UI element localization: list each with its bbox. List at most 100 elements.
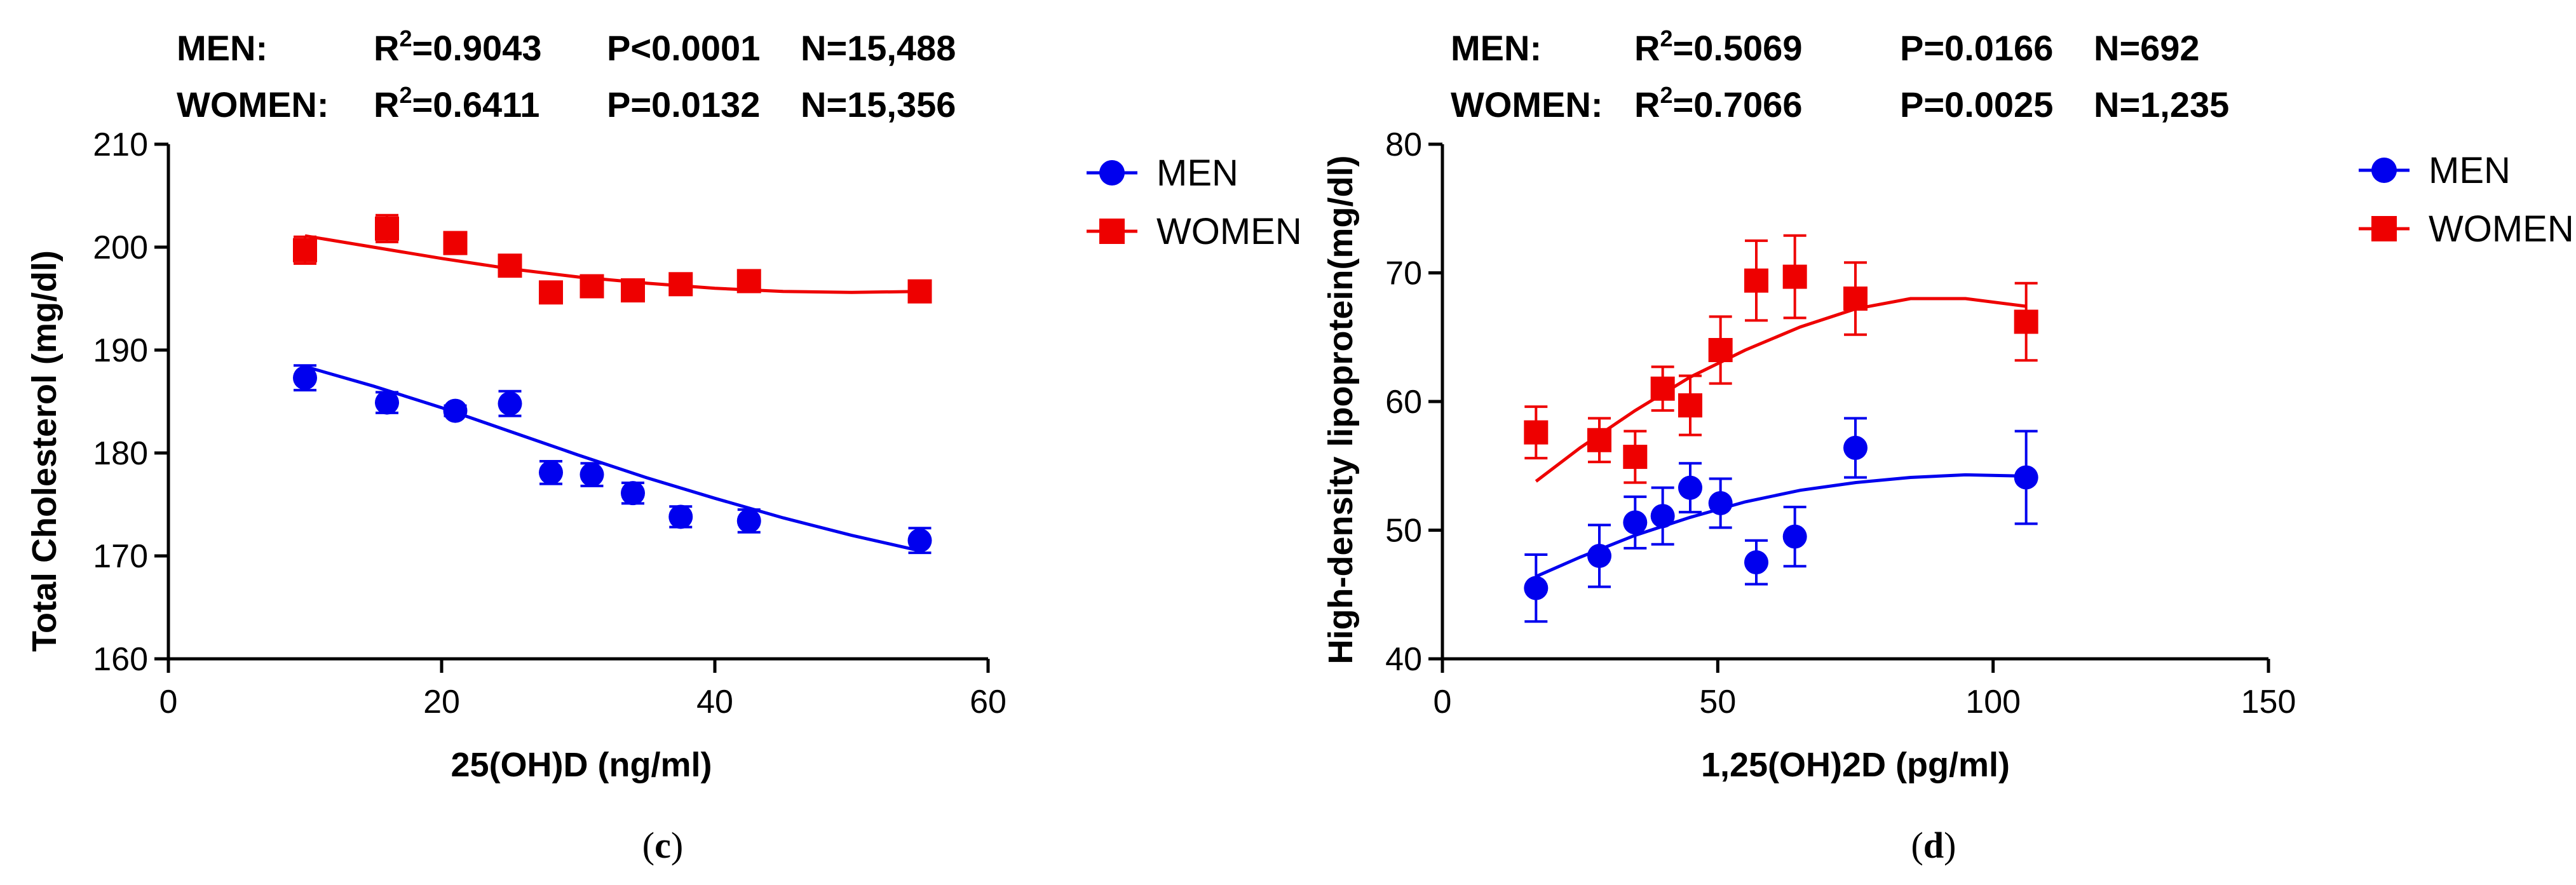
data-point-women	[1782, 264, 1807, 289]
stats-women-p: P=0.0025	[1900, 84, 2053, 125]
stats-men-group: MEN:	[1451, 28, 1542, 68]
data-point-women	[621, 278, 645, 303]
fit-line-men	[304, 365, 921, 553]
stats-women-n: N=15,356	[801, 84, 956, 125]
data-point-men	[1782, 524, 1807, 549]
legend-marker	[1099, 219, 1125, 244]
data-point-men	[1843, 435, 1868, 460]
axes: 40 50 60 70 80 0 50 100 150	[1385, 126, 2296, 720]
x-tick-label: 100	[1965, 684, 2021, 720]
fit-lines	[304, 234, 921, 553]
x-tick-label: 50	[1699, 684, 1736, 720]
y-axis-title: High-density lipoprotein(mg/dl)	[1322, 156, 1360, 665]
data-point-women	[1708, 338, 1733, 362]
data-point-men	[668, 504, 693, 529]
y-tick-label: 170	[93, 538, 148, 575]
x-tick-label: 60	[970, 684, 1007, 720]
data-point-men	[736, 508, 761, 533]
stats-women-group: WOMEN:	[1451, 84, 1603, 125]
data-point-men	[1623, 510, 1648, 535]
data-point-women	[375, 216, 399, 241]
panel-letter: c	[654, 825, 671, 866]
data-point-women	[293, 238, 317, 262]
legend-label: MEN	[2429, 150, 2511, 191]
stats-women-p: P=0.0132	[607, 84, 760, 125]
stats-women-r2-value: =0.7066	[1672, 84, 1802, 125]
legend-label: WOMEN	[1156, 211, 1302, 252]
legend: MEN WOMEN	[1087, 152, 1302, 252]
data-point-men	[1650, 504, 1675, 529]
data-point-women	[1623, 445, 1648, 470]
data-point-women	[2014, 309, 2038, 334]
data-point-women	[539, 280, 563, 305]
y-tick-label: 190	[93, 332, 148, 369]
stats-women-r2-value: =0.6411	[412, 84, 539, 125]
stats-men-group: MEN:	[177, 28, 268, 68]
stats-women-n: N=1,235	[2094, 84, 2229, 125]
legend-item-men: MEN	[2359, 150, 2511, 191]
legend: MEN WOMEN	[2359, 150, 2574, 250]
stats-men-r2: R2=0.5069	[1634, 25, 1802, 68]
data-point-men	[443, 398, 468, 423]
x-tick-label: 150	[2241, 684, 2296, 720]
data-point-women	[1587, 428, 1611, 452]
data-point-men	[1678, 475, 1702, 500]
panel-d: MEN: R2=0.5069 P=0.0166 N=692 WOMEN: R2=…	[1322, 25, 2574, 866]
data-point-men	[621, 481, 645, 506]
data-point-men	[1708, 490, 1733, 515]
stats-men-n: N=15,488	[801, 28, 956, 68]
panel-caption: (d)	[1911, 825, 1956, 866]
stats-men-p: P=0.0166	[1900, 28, 2053, 68]
legend-label: MEN	[1156, 152, 1238, 194]
x-axis-title: 1,25(OH)2D (pg/ml)	[1701, 746, 2010, 784]
y-tick-label: 60	[1385, 384, 1422, 421]
stats-men-r2: R2=0.9043	[374, 25, 541, 68]
data-point-men	[293, 365, 317, 390]
stats-men-r2-value: =0.5069	[1672, 28, 1802, 68]
fit-line-men	[1535, 473, 2026, 578]
data-point-men	[1744, 550, 1768, 575]
data-point-women	[1678, 393, 1702, 418]
x-tick-label: 20	[423, 684, 460, 720]
data-points	[293, 213, 932, 555]
data-point-women	[1524, 420, 1549, 445]
fit-line-women	[304, 234, 920, 294]
y-tick-label: 210	[93, 126, 148, 163]
stats-block: MEN: R2=0.5069 P=0.0166 N=692 WOMEN: R2=…	[1451, 25, 2229, 125]
legend-item-women: WOMEN	[2359, 208, 2574, 250]
data-point-men	[498, 391, 522, 416]
stats-block: MEN: R2=0.9043 P<0.0001 N=15,488 WOMEN: …	[177, 25, 956, 125]
x-axis-title: 25(OH)D (ng/ml)	[451, 746, 712, 784]
panel-c: MEN: R2=0.9043 P<0.0001 N=15,488 WOMEN: …	[25, 25, 1302, 866]
y-tick-label: 50	[1385, 513, 1422, 550]
data-points	[1524, 234, 2038, 623]
data-point-men	[1524, 576, 1549, 600]
y-tick-label: 80	[1385, 126, 1422, 163]
y-tick-label: 70	[1385, 255, 1422, 292]
data-point-women	[580, 274, 604, 299]
y-tick-label: 40	[1385, 641, 1422, 678]
axes: 160 170 180 190 200 210 0 20 40 60	[93, 126, 1007, 720]
legend-label: WOMEN	[2429, 208, 2574, 250]
legend-marker	[2371, 158, 2397, 183]
x-tick-label: 0	[159, 684, 178, 720]
data-point-men	[539, 460, 563, 485]
stats-men-n: N=692	[2094, 28, 2200, 68]
data-point-women	[1650, 376, 1675, 401]
stats-men-p: P<0.0001	[607, 28, 760, 68]
data-point-women	[443, 231, 468, 255]
data-point-women	[498, 253, 522, 278]
stats-women-group: WOMEN:	[177, 84, 329, 125]
data-point-men	[2014, 465, 2038, 490]
stats-women-r2: R2=0.6411	[374, 82, 539, 125]
legend-marker	[2371, 216, 2397, 241]
data-point-women	[668, 272, 693, 297]
y-tick-label: 160	[93, 641, 148, 678]
data-point-women	[1843, 287, 1868, 311]
data-point-men	[375, 390, 399, 415]
stats-women-r2: R2=0.7066	[1634, 82, 1802, 125]
stats-men-r2-value: =0.9043	[412, 28, 541, 68]
data-point-men	[1587, 544, 1611, 568]
y-axis-title: Total Cholesterol (mg/dl)	[25, 250, 64, 652]
